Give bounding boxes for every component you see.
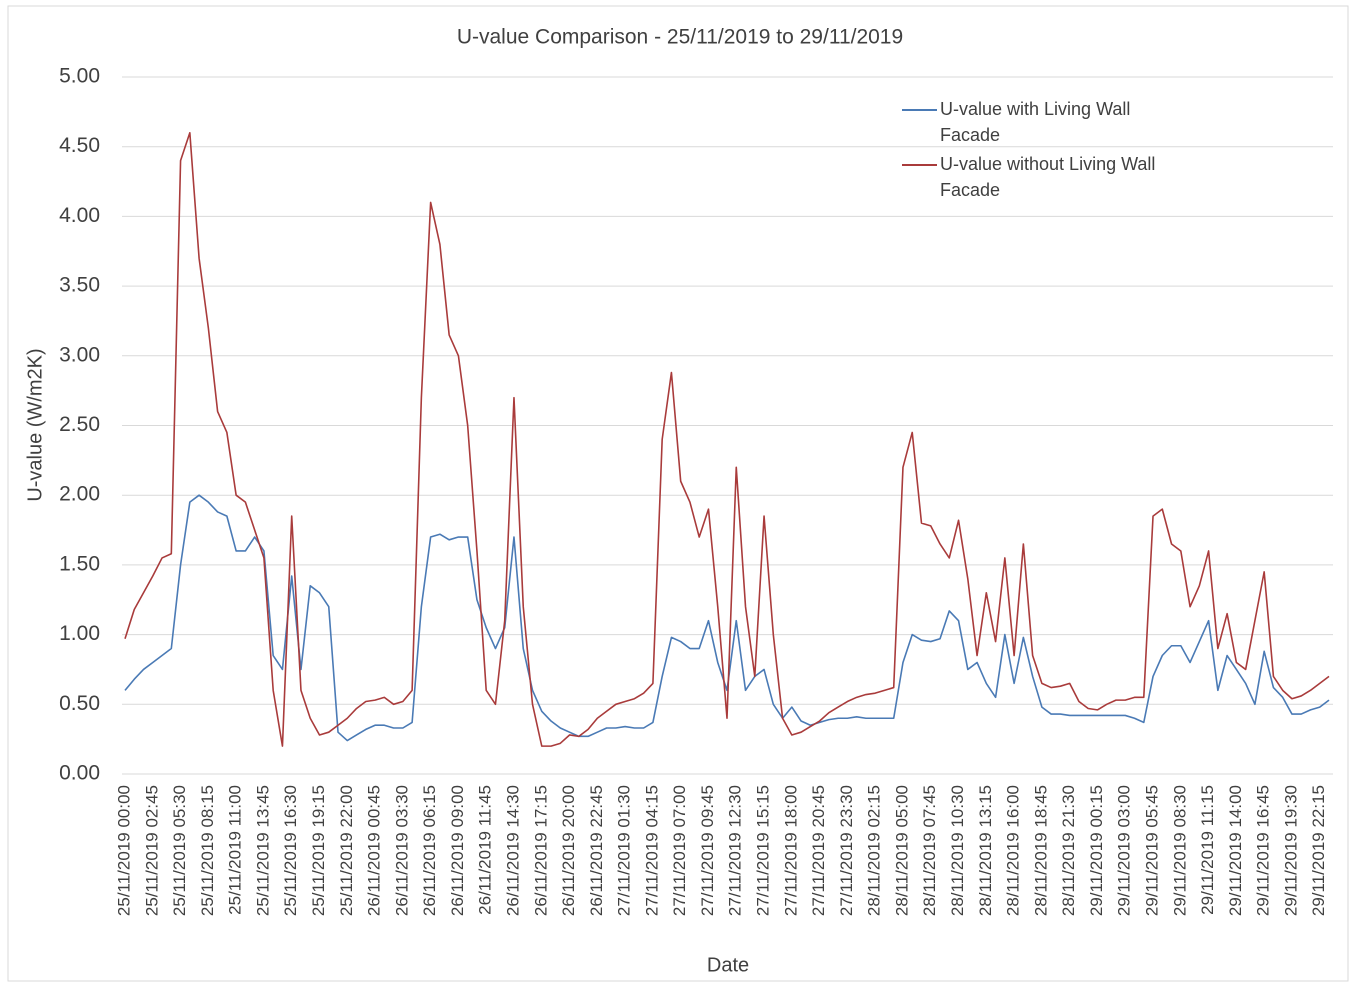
y-tick-label: 2.50 [59, 413, 100, 436]
x-tick-label: 25/11/2019 02:45 [142, 785, 161, 916]
y-tick-label: 4.00 [59, 204, 100, 227]
x-tick-label: 27/11/2019 12:30 [726, 785, 745, 916]
x-tick-label: 29/11/2019 22:15 [1309, 785, 1328, 916]
x-tick-label: 28/11/2019 07:45 [920, 785, 939, 916]
x-tick-label: 29/11/2019 00:15 [1087, 785, 1106, 916]
x-tick-label: 27/11/2019 18:00 [781, 785, 800, 916]
x-tick-label: 29/11/2019 14:00 [1226, 785, 1245, 916]
y-tick-label: 1.00 [59, 622, 100, 645]
x-tick-label: 27/11/2019 04:15 [642, 785, 661, 916]
y-tick-label: 2.00 [59, 483, 100, 506]
y-tick-label: 0.50 [59, 692, 100, 715]
x-tick-label: 28/11/2019 10:30 [948, 785, 967, 916]
x-tick-label: 29/11/2019 05:45 [1143, 785, 1162, 916]
y-tick-label: 4.50 [59, 134, 100, 157]
x-tick-label: 25/11/2019 16:30 [281, 785, 300, 916]
x-tick-label: 26/11/2019 03:30 [392, 785, 411, 916]
x-tick-label: 29/11/2019 08:30 [1170, 785, 1189, 916]
x-tick-label: 26/11/2019 09:00 [448, 785, 467, 916]
x-tick-label: 28/11/2019 02:15 [865, 785, 884, 916]
x-tick-label: 27/11/2019 15:15 [754, 785, 773, 916]
x-tick-label: 25/11/2019 00:00 [114, 785, 133, 916]
x-tick-label: 29/11/2019 03:00 [1115, 785, 1134, 916]
x-tick-label: 28/11/2019 13:15 [976, 785, 995, 916]
x-tick-label: 27/11/2019 01:30 [615, 785, 634, 916]
series-line [124, 131, 1330, 747]
x-tick-label: 27/11/2019 20:45 [809, 785, 828, 916]
x-tick-label: 27/11/2019 23:30 [837, 785, 856, 916]
x-tick-label: 26/11/2019 11:45 [476, 785, 495, 915]
x-tick-label: 25/11/2019 08:15 [198, 785, 217, 916]
x-tick-label: 27/11/2019 07:00 [670, 785, 689, 916]
x-tick-label: 29/11/2019 16:45 [1254, 785, 1273, 916]
y-axis-label: U-value (W/m2K) [24, 348, 46, 501]
chart-title: U-value Comparison - 25/11/2019 to 29/11… [457, 26, 903, 49]
x-tick-label: 26/11/2019 20:00 [559, 785, 578, 916]
x-tick-label: 27/11/2019 09:45 [698, 785, 717, 916]
y-tick-label: 3.00 [59, 343, 100, 366]
y-tick-label: 1.50 [59, 552, 100, 575]
x-tick-label: 29/11/2019 11:15 [1198, 785, 1217, 915]
y-tick-label: 3.50 [59, 274, 100, 297]
x-tick-label: 26/11/2019 00:45 [365, 785, 384, 916]
x-tick-label: 26/11/2019 06:15 [420, 785, 439, 916]
x-tick-label: 28/11/2019 21:30 [1059, 785, 1078, 916]
x-tick-label: 29/11/2019 19:30 [1281, 785, 1300, 916]
y-tick-label: 5.00 [59, 65, 100, 88]
x-tick-label: 25/11/2019 22:00 [337, 785, 356, 916]
chart-border [7, 5, 1349, 982]
x-tick-label: 26/11/2019 17:15 [531, 785, 550, 916]
x-tick-label: 28/11/2019 18:45 [1031, 785, 1050, 916]
x-tick-label: 26/11/2019 14:30 [503, 785, 522, 916]
y-tick-label: 0.00 [59, 762, 100, 785]
x-tick-label: 26/11/2019 22:45 [587, 785, 606, 916]
series-line [124, 494, 1330, 742]
x-tick-label: 25/11/2019 11:00 [226, 785, 245, 915]
x-axis-label: Date [707, 954, 749, 976]
legend-label: U-value with Living Wall Facade [940, 99, 1131, 145]
x-tick-label: 25/11/2019 19:15 [309, 785, 328, 916]
x-tick-label: 28/11/2019 16:00 [1004, 785, 1023, 916]
x-tick-label: 25/11/2019 13:45 [253, 785, 272, 916]
x-tick-label: 25/11/2019 05:30 [170, 785, 189, 916]
x-tick-label: 28/11/2019 05:00 [892, 785, 911, 916]
legend-label: U-value without Living Wall Facade [940, 154, 1156, 200]
